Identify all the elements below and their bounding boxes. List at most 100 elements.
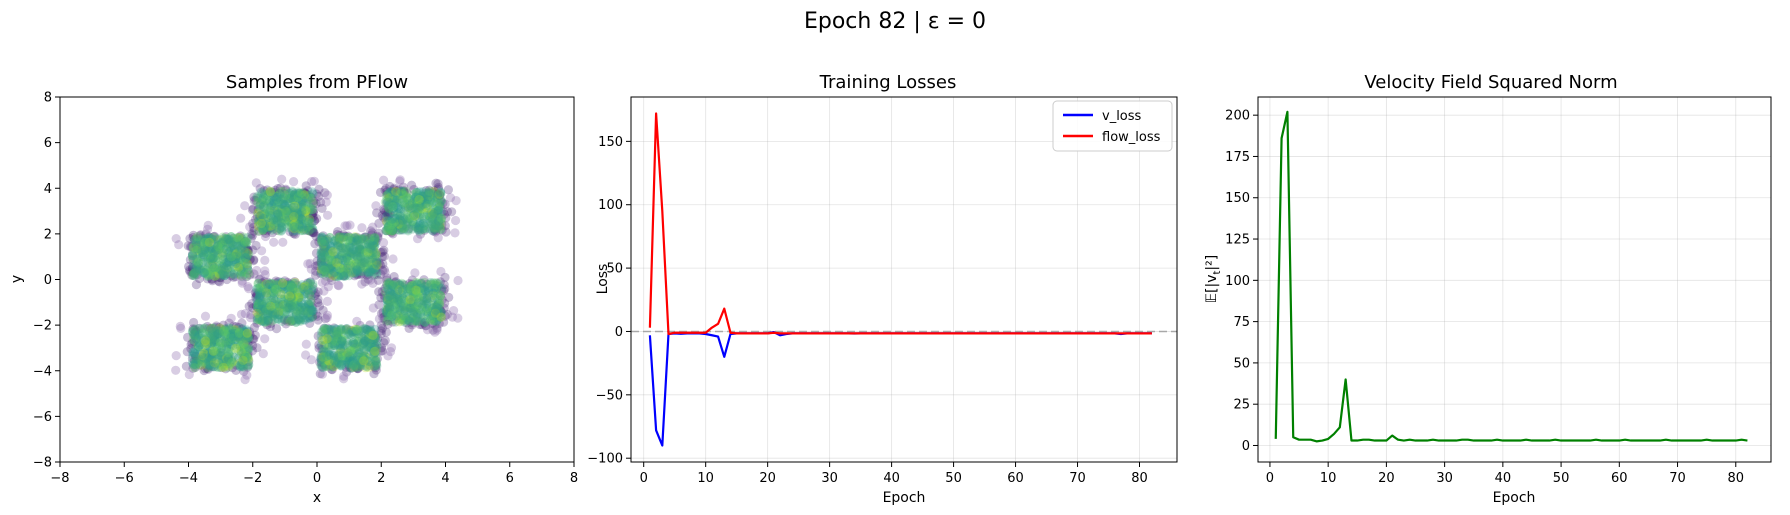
scatter-point xyxy=(389,183,399,193)
scatter-point xyxy=(368,222,378,232)
scatter-point xyxy=(199,252,209,262)
scatter-point xyxy=(296,214,307,224)
losses-title: Training Losses xyxy=(819,72,957,93)
scatter-point xyxy=(306,296,316,306)
scatter-point xyxy=(205,253,216,263)
scatter-point xyxy=(256,216,266,226)
scatter-point xyxy=(410,211,421,221)
scatter-point xyxy=(371,257,382,267)
scatter-point xyxy=(373,275,383,285)
scatter-point xyxy=(240,253,251,263)
scatter-point xyxy=(265,300,275,310)
scatter-point xyxy=(427,189,437,199)
scatter-point xyxy=(196,230,206,240)
scatter-point xyxy=(200,237,210,247)
scatter-point xyxy=(217,237,228,247)
scatter-point xyxy=(391,196,402,206)
scatter-point xyxy=(269,192,279,202)
scatter-point xyxy=(267,228,277,238)
scatter-point xyxy=(425,214,435,224)
scatter-point xyxy=(327,254,337,264)
scatter-point xyxy=(372,267,382,277)
scatter-point xyxy=(305,300,315,310)
scatter-point xyxy=(325,262,335,272)
scatter-point xyxy=(283,222,293,232)
scatter-point xyxy=(367,239,377,249)
scatter-point xyxy=(424,191,434,201)
scatter-point xyxy=(359,256,369,266)
scatter-point xyxy=(367,258,377,268)
scatter-point xyxy=(435,216,445,226)
scatter-point xyxy=(390,193,400,203)
scatter-point xyxy=(291,310,301,320)
scatter-point xyxy=(431,199,441,209)
scatter-point xyxy=(413,192,423,203)
scatter-point xyxy=(370,346,380,356)
scatter-point xyxy=(356,239,366,249)
scatter-point xyxy=(401,191,411,201)
scatter-point xyxy=(415,225,425,235)
scatter-point xyxy=(397,188,407,198)
scatter-point xyxy=(297,188,307,198)
scatter-point xyxy=(305,214,315,224)
scatter-point xyxy=(336,270,346,280)
scatter-point xyxy=(263,224,273,234)
scatter-point xyxy=(303,278,313,288)
scatter-point xyxy=(298,189,308,199)
scatter-point xyxy=(200,247,210,257)
scatter-point xyxy=(327,269,337,279)
scatter-xtick-label: 8 xyxy=(570,471,578,486)
scatter-point xyxy=(366,257,376,267)
scatter-point xyxy=(222,261,232,271)
scatter-point xyxy=(251,288,261,299)
scatter-point xyxy=(436,189,446,199)
scatter-point xyxy=(425,195,435,205)
scatter-point xyxy=(212,234,223,244)
scatter-point xyxy=(415,229,426,239)
scatter-point xyxy=(388,206,398,217)
scatter-point xyxy=(434,221,444,231)
scatter-point xyxy=(345,220,355,230)
scatter-point xyxy=(298,306,309,316)
scatter-point xyxy=(232,233,242,243)
scatter-point xyxy=(403,225,413,235)
scatter-point xyxy=(409,194,419,204)
scatter-point xyxy=(404,193,414,203)
scatter-point xyxy=(213,358,223,368)
velocity-ytick-label: 125 xyxy=(1225,233,1250,248)
scatter-point xyxy=(291,210,301,220)
scatter-point xyxy=(188,270,198,280)
scatter-point xyxy=(429,188,439,198)
scatter-cluster xyxy=(368,175,461,248)
scatter-point xyxy=(262,221,272,231)
scatter-point xyxy=(368,245,378,255)
scatter-point xyxy=(255,315,265,325)
scatter-point xyxy=(260,189,270,199)
scatter-point xyxy=(272,324,282,334)
scatter-point xyxy=(390,213,400,223)
scatter-point xyxy=(251,214,261,224)
scatter-point xyxy=(207,274,217,284)
scatter-point xyxy=(325,251,335,261)
scatter-point xyxy=(195,252,205,262)
scatter-point xyxy=(288,203,298,213)
scatter-point xyxy=(257,189,267,199)
scatter-point xyxy=(230,247,240,257)
scatter-point xyxy=(289,223,299,234)
scatter-point xyxy=(309,216,319,226)
scatter-point xyxy=(363,248,373,258)
scatter-point xyxy=(262,313,273,323)
scatter-point xyxy=(251,293,261,303)
scatter-point xyxy=(427,206,437,216)
scatter-point xyxy=(429,186,439,196)
scatter-point xyxy=(281,280,291,290)
scatter-point xyxy=(235,232,245,242)
scatter-point xyxy=(431,223,441,233)
scatter-point xyxy=(358,249,368,259)
scatter-point xyxy=(385,209,395,219)
scatter-point xyxy=(399,186,409,196)
scatter-point xyxy=(216,265,226,275)
scatter-point xyxy=(288,195,298,205)
scatter-point xyxy=(202,268,212,278)
scatter-point xyxy=(322,248,333,259)
